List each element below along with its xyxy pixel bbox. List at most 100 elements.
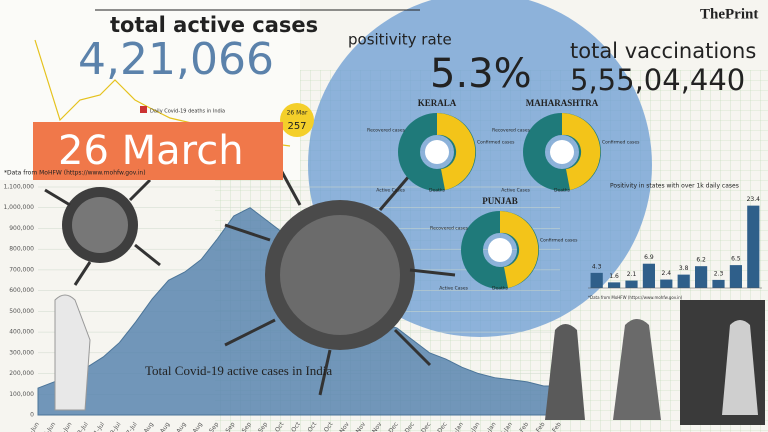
deaths-legend: Daily Covid-19 deaths in India [150,109,225,115]
donut-hole [488,238,512,262]
x-tick-label: 20-Feb [545,421,563,432]
callout-value: 257 [287,121,306,132]
callout-date: 26 Mar [287,110,308,117]
x-tick-label: 29-Sep [251,421,269,432]
donut-title: KERALA [418,98,457,108]
virus [62,187,415,350]
x-tick-label: 26-Dec [431,421,449,432]
bar-value-label: 6.2 [696,257,706,264]
donut-label: Active Cases [439,286,468,292]
date-banner [33,122,283,180]
donut-label: Recovered cases [367,128,406,134]
vaccinations-value: 5,55,04,440 [570,63,745,97]
y-tick-label: 0 [30,412,34,419]
donut-hole [550,140,574,164]
donut-segment [562,113,601,190]
x-tick-label: 16-Nov [349,421,367,432]
x-tick-label: 25-Jun [57,421,74,432]
bar-value-label: 23.4 [747,196,761,203]
area-title: Total Covid-19 active cases in India [145,363,332,378]
donut-label: Active Cases [501,188,530,194]
x-tick-label: 10-Dec [398,421,416,432]
bar-value-label: 3.8 [679,265,689,272]
x-tick-label: 5-Sep [205,421,221,432]
x-tick-label: 28-Aug [186,421,204,432]
y-tick-label: 900,000 [9,225,34,232]
y-tick-label: 300,000 [9,349,34,356]
positivity-bar-chart: Positivity in states with over 1k daily … [588,183,762,300]
bar-chart-title: Positivity in states with over 1k daily … [610,183,739,190]
x-tick-label: 12-Feb [529,421,547,432]
x-tick-label: 12-Aug [153,421,171,432]
x-tick-label: 11-Jul [90,421,106,432]
bar-value-label: 6.5 [731,256,741,263]
x-tick-label: 24-Nov [365,421,383,432]
y-tick-label: 100,000 [9,391,34,398]
x-tick-label: 2-Dec [384,421,400,432]
vaccinations-label: total vaccinations [570,39,756,63]
bar-value-label: 6.9 [644,254,654,261]
bar [608,282,621,288]
x-tick-label: 27-Jul [123,421,139,432]
x-tick-label: 23-Oct [301,420,319,432]
y-tick-label: 1,100,000 [3,184,34,191]
bar [660,279,673,288]
source: *Data from MoHFW (https://www.mohfw.gov.… [4,170,146,177]
x-tick-label: 19-Jan [481,421,498,432]
donut-title: PUNJAB [482,196,518,206]
x-tick-label: 31-Oct [317,420,335,432]
y-tick-label: 500,000 [9,308,34,315]
y-tick-label: 600,000 [9,287,34,294]
x-tick-label: 11-Jan [464,421,481,432]
brand: ThePrint [700,6,758,22]
positivity-label: positivity rate [348,31,452,49]
donut-label: Deaths [554,188,571,194]
donut-segment [437,113,476,190]
x-tick-label: 9-Jun [26,421,41,432]
donut-segment [500,211,539,288]
bar-value-label: 4.3 [592,263,602,270]
x-tick-label: 4-Aug [139,421,155,432]
legend-swatch [140,106,147,113]
x-tick-label: 3-Jul [76,421,90,432]
bar [590,272,603,288]
callout [280,103,314,137]
bar [677,274,690,288]
bar-value-label: 2.3 [714,270,724,277]
y-tick-label: 1,000,000 [3,204,34,211]
x-tick-label: 19-Jul [107,421,123,432]
donut-title: MAHARASHTRA [526,98,599,108]
donut-label: Recovered cases [492,128,531,134]
y-tick-label: 700,000 [9,266,34,273]
x-tick-label: 15-Oct [284,420,302,432]
x-tick-label: 27-Jan [497,421,514,432]
y-tick-label: 800,000 [9,246,34,253]
x-tick-label: 21-Sep [235,421,253,432]
x-tick-label: 8-Nov [335,421,351,432]
x-tick-label: 7-Oct [270,420,286,432]
x-tick-label: 4-Feb [515,421,530,432]
bar-source: *Data from MoHFW (https://www.mohfw.gov.… [588,295,683,300]
donut-label: Confirmed cases [540,238,578,244]
active-label: total active cases [110,13,318,37]
donut-label: Deaths [492,286,509,292]
bar [625,280,638,288]
x-tick-label: 3-Jan [450,421,465,432]
x-tick-label: 13-Sep [219,421,237,432]
x-tick-label: 20-Aug [170,421,188,432]
y-tick-label: 200,000 [9,370,34,377]
donut-label: Recovered cases [430,226,469,232]
bar [712,279,725,288]
donut-hole [425,140,449,164]
donut-label: Confirmed cases [477,140,515,146]
date-text: 26 March [58,128,244,174]
bar [747,205,760,288]
bar [695,266,708,288]
y-tick-label: 400,000 [9,329,34,336]
donut-label: Confirmed cases [602,140,640,146]
donut-label: Active Cases [376,188,405,194]
donut-charts: KERALA Recovered cases Confirmed cases Deat… [367,98,640,291]
donut-label: Deaths [429,188,446,194]
x-tick-label: 17-Jun [40,421,57,432]
